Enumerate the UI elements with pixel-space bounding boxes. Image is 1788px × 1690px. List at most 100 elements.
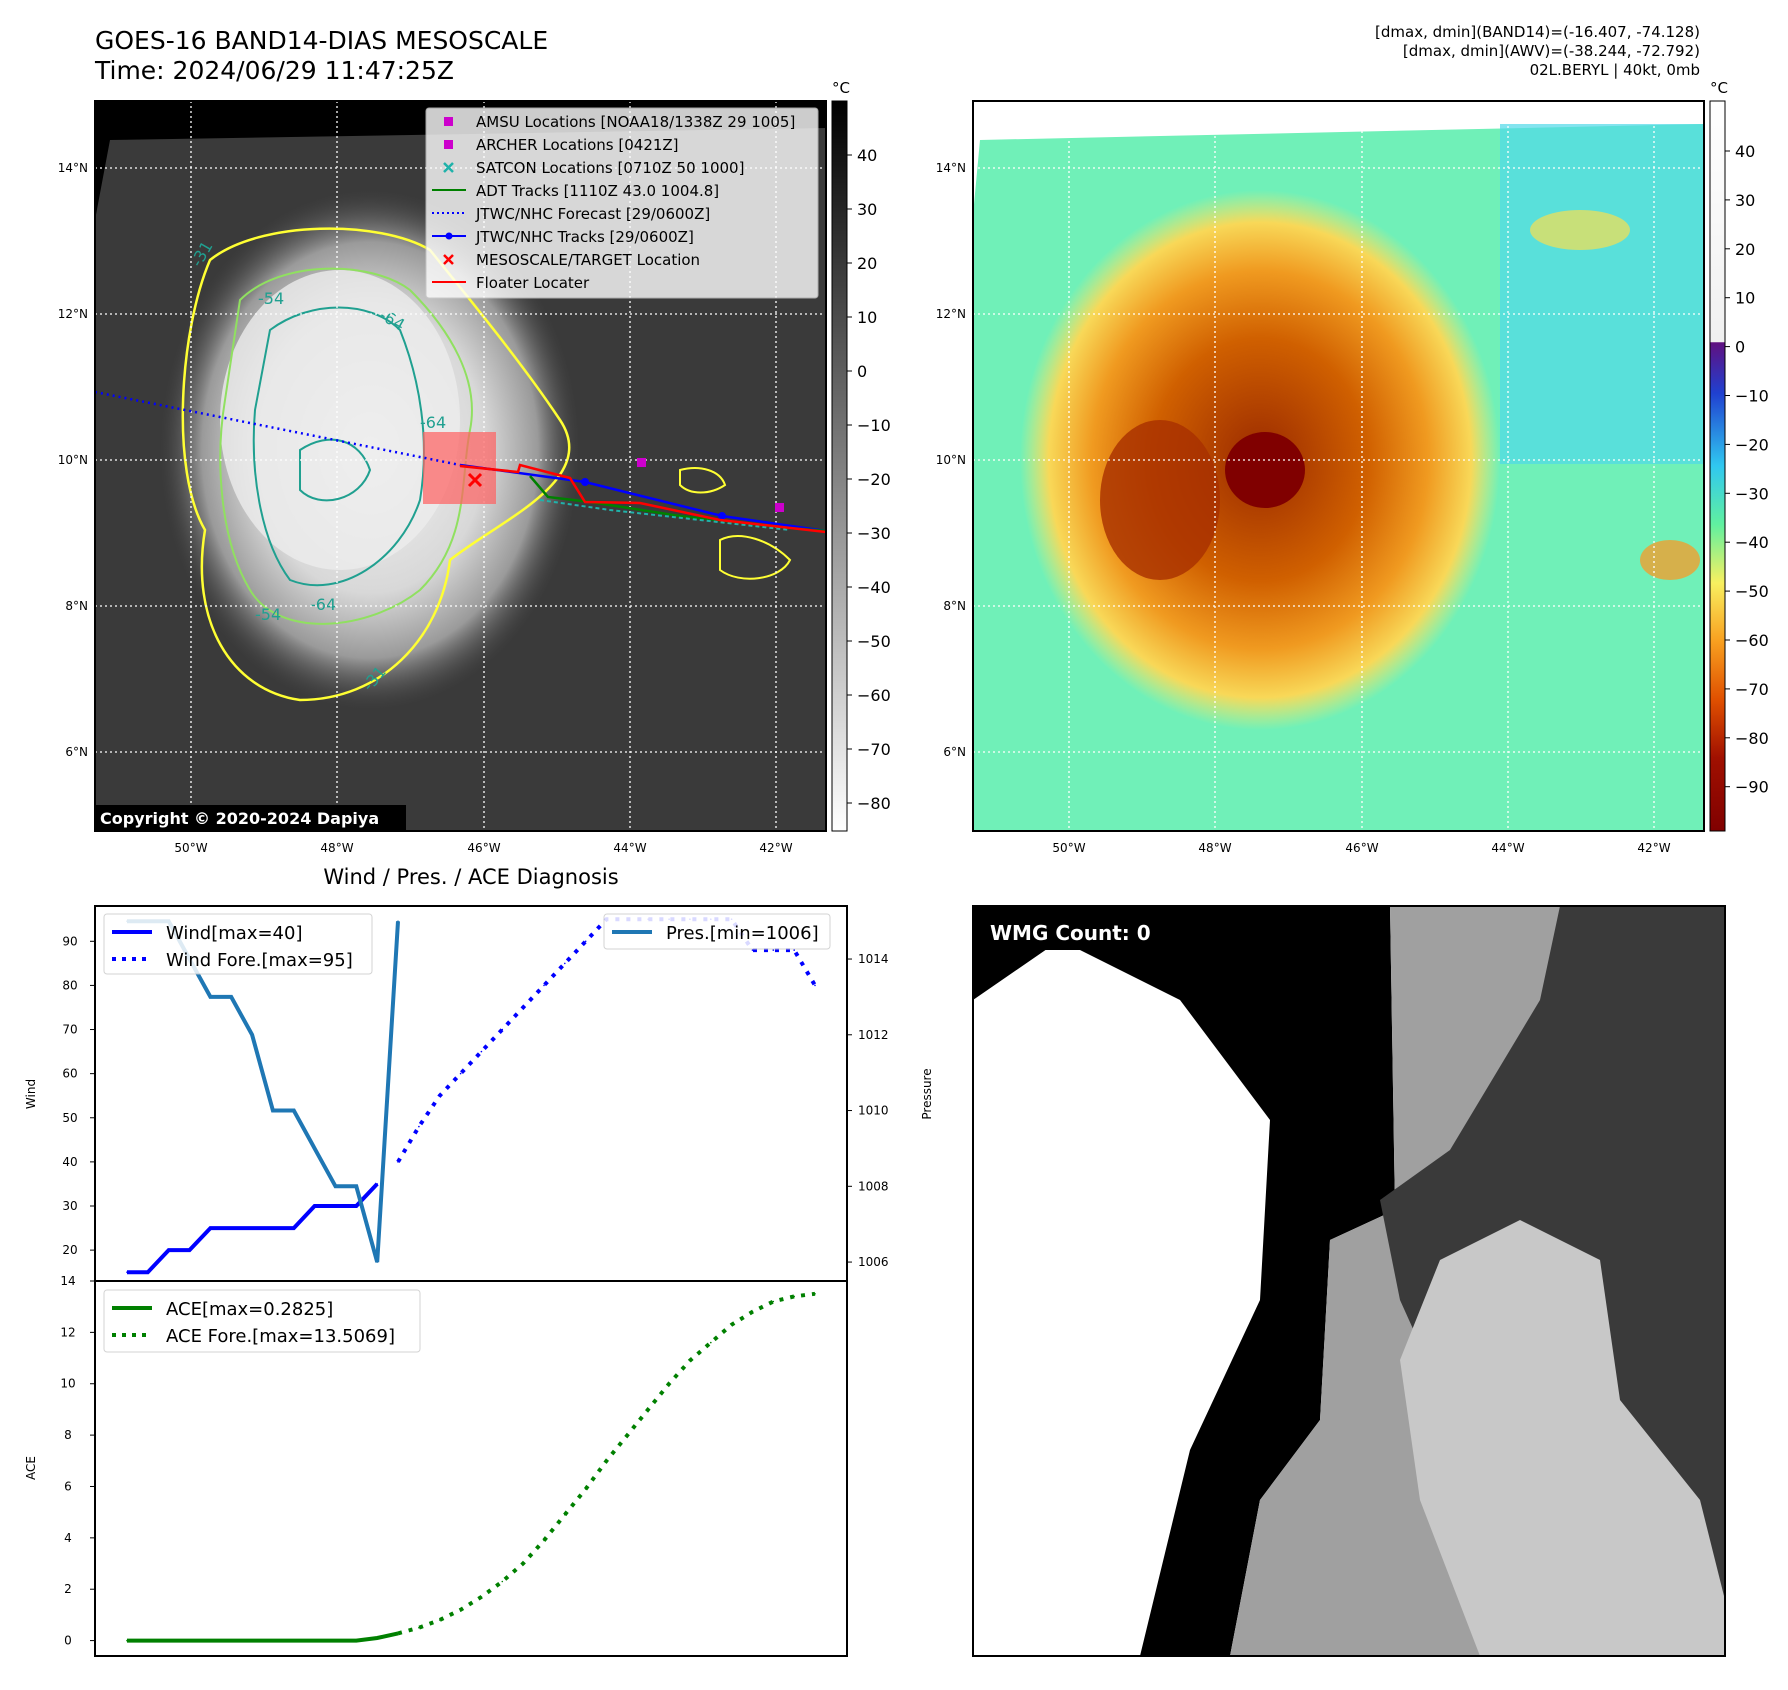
color-colorbar-tick-2: 20 (1735, 240, 1755, 259)
series-point-0-11 (355, 1205, 358, 1207)
wind-ytick-4: 50 (62, 1111, 77, 1125)
ir-colorbar-tick-9: −50 (857, 632, 891, 651)
ace-series-point-0-6 (355, 1639, 358, 1642)
contour-label-2: -54 (258, 289, 284, 308)
ace-ytick-1: 12 (60, 1325, 75, 1339)
contour-minus64 (252, 306, 425, 587)
ir-colorbar-tick-12: −80 (857, 794, 891, 813)
pressure-legend-box (603, 913, 831, 950)
color-colorbar-tick-3: 10 (1735, 289, 1755, 308)
color-lon-42: 42°W (1637, 841, 1670, 855)
series-point-0-12 (376, 1183, 379, 1185)
ir-legend: AMSU Locations [NOAA18/1338Z 29 1005] AR… (425, 107, 819, 299)
series-point-1-8 (564, 962, 566, 965)
series-point-2-4 (209, 996, 212, 998)
ace-series-point-1-6 (522, 1562, 524, 1565)
ir-colorbar: °C 40 30 20 10 0 −10 −20 −30 −40 −50 −60 −70 −80 (831, 79, 891, 832)
dmax-awv: [dmax, dmin](AWV)=(-38.244, -72.792) (1402, 42, 1700, 60)
ir-lat-12: 12°N (58, 307, 88, 321)
color-storm-core (1225, 432, 1305, 508)
forecast-track (95, 390, 461, 467)
color-gridlines (973, 101, 1704, 831)
ir-colorbar-strip (831, 100, 848, 832)
ir-image-panel: -31 -54 -64 -64 -64 -54 -31 (58, 100, 827, 855)
ace-series-point-1-10 (605, 1460, 608, 1462)
best-track (459, 463, 826, 533)
series-point-2-9 (313, 1147, 316, 1150)
series-point-1-6 (522, 1006, 524, 1009)
color-colorbar-tick-6: −20 (1735, 435, 1769, 454)
series-point-0-3 (188, 1249, 191, 1251)
ir-colorbar-tick-8: −40 (857, 578, 891, 597)
diagnosis-title: Wind / Pres. / ACE Diagnosis (323, 865, 618, 889)
ir-colorbar-unit: °C (832, 79, 850, 97)
ace-chart: 14 12 10 8 6 4 2 0 ACE ACE[max=0.2825] ACE Fore… (24, 1274, 848, 1657)
wind-ytick-0: 90 (62, 934, 77, 948)
color-colorbar-tick-10: −60 (1735, 631, 1769, 650)
series-point-1-2 (438, 1094, 441, 1097)
color-colorbar-tick-12: −80 (1735, 729, 1769, 748)
ir-colorbar-tick-1: 30 (857, 200, 877, 219)
ir-colorbar-tick-2: 20 (857, 254, 877, 273)
best-track-point-1 (581, 478, 589, 486)
color-storm-band (1100, 420, 1220, 580)
ace-series-point-0-5 (334, 1639, 337, 1642)
legend-adt: ADT Tracks [1110Z 43.0 1004.8] (476, 182, 719, 200)
ace-fore-legend-label: ACE Fore.[max=13.5069] (166, 1326, 395, 1347)
wind-legend-box (103, 913, 373, 975)
best-track-point-2 (718, 512, 726, 520)
color-lat-10: 10°N (936, 453, 966, 467)
ace-ytick-6: 2 (64, 1582, 72, 1596)
legend-floater: Floater Locater (476, 274, 590, 292)
ace-series-point-1-9 (584, 1488, 587, 1490)
color-colorbar-tick-1: 30 (1735, 191, 1755, 210)
ace-ytick-3: 8 (64, 1428, 72, 1442)
series-point-0-6 (251, 1227, 253, 1229)
ace-ytick-2: 10 (60, 1377, 75, 1391)
wind-ytick-3: 60 (62, 1067, 77, 1081)
contour-minus64-inner (299, 438, 372, 502)
color-lat-labels: 14°N 12°N 10°N 8°N 6°N (936, 161, 966, 759)
series-point-0-0 (126, 1271, 128, 1273)
ace-yticks: 14 12 10 8 6 4 2 0 (60, 1274, 95, 1648)
ace-ytick-0: 14 (60, 1274, 75, 1288)
ace-series-point-1-5 (501, 1580, 504, 1583)
ace-ylabel: ACE (24, 1456, 38, 1480)
amsu-marker (775, 503, 784, 512)
color-colorbar-tick-8: −40 (1735, 533, 1769, 552)
pressure-ytick-0: 1014 (858, 952, 889, 966)
series-point-1-5 (501, 1028, 504, 1031)
ace-legend-label: ACE[max=0.2825] (166, 1299, 333, 1320)
ir-lon-46: 46°W (467, 841, 500, 855)
color-colorbar-tick-5: −10 (1735, 387, 1769, 406)
legend-marker-tracks-dot (445, 232, 453, 240)
series-point-2-5 (230, 996, 232, 998)
pressure-yticks: 1014 1012 1010 1008 1006 (847, 952, 889, 1269)
color-colorbar-ticks: 40 30 20 10 0 −10 −20 −30 −40 −50 −60 −70 −80 −90 (1725, 142, 1769, 797)
series-point-1-0 (397, 1161, 399, 1163)
series-point-1-20 (814, 984, 816, 987)
color-lon-50: 50°W (1052, 841, 1085, 855)
ir-colorbar-tick-5: −10 (857, 416, 891, 435)
color-colorbar-tick-4: 0 (1735, 338, 1745, 357)
series-point-0-1 (147, 1271, 149, 1273)
ace-legend-box (103, 1289, 421, 1353)
wmg-black-band (973, 906, 1395, 1656)
ace-series-point-0-0 (126, 1639, 128, 1642)
color-image-panel: 14°N 12°N 10°N 8°N 6°N 50°W 48°W 46°W 44… (936, 100, 1705, 855)
figure-title: GOES-16 BAND14-DIAS MESOSCALE (95, 26, 549, 55)
color-warm-region (1500, 124, 1704, 464)
wmg-panel: WMG Count: 0 (972, 905, 1726, 1657)
color-colorbar-tick-13: −90 (1735, 778, 1769, 797)
color-lon-labels: 50°W 48°W 46°W 44°W 42°W (1052, 841, 1670, 855)
wmg-count-box (980, 916, 1162, 950)
wmg-count-label: WMG Count: 0 (990, 921, 1151, 945)
ir-colorbar-tick-6: −20 (857, 470, 891, 489)
figure-time: Time: 2024/06/29 11:47:25Z (95, 56, 454, 85)
pressure-ytick-3: 1008 (858, 1179, 889, 1193)
ir-lat-14: 14°N (58, 161, 88, 175)
target-marker (467, 472, 483, 488)
wind-legend-label: Wind[max=40] (166, 923, 303, 944)
ir-colorbar-ticks: 40 30 20 10 0 −10 −20 −30 −40 −50 −60 −70 −80 (847, 146, 891, 813)
wind-ytick-6: 30 (62, 1199, 77, 1213)
